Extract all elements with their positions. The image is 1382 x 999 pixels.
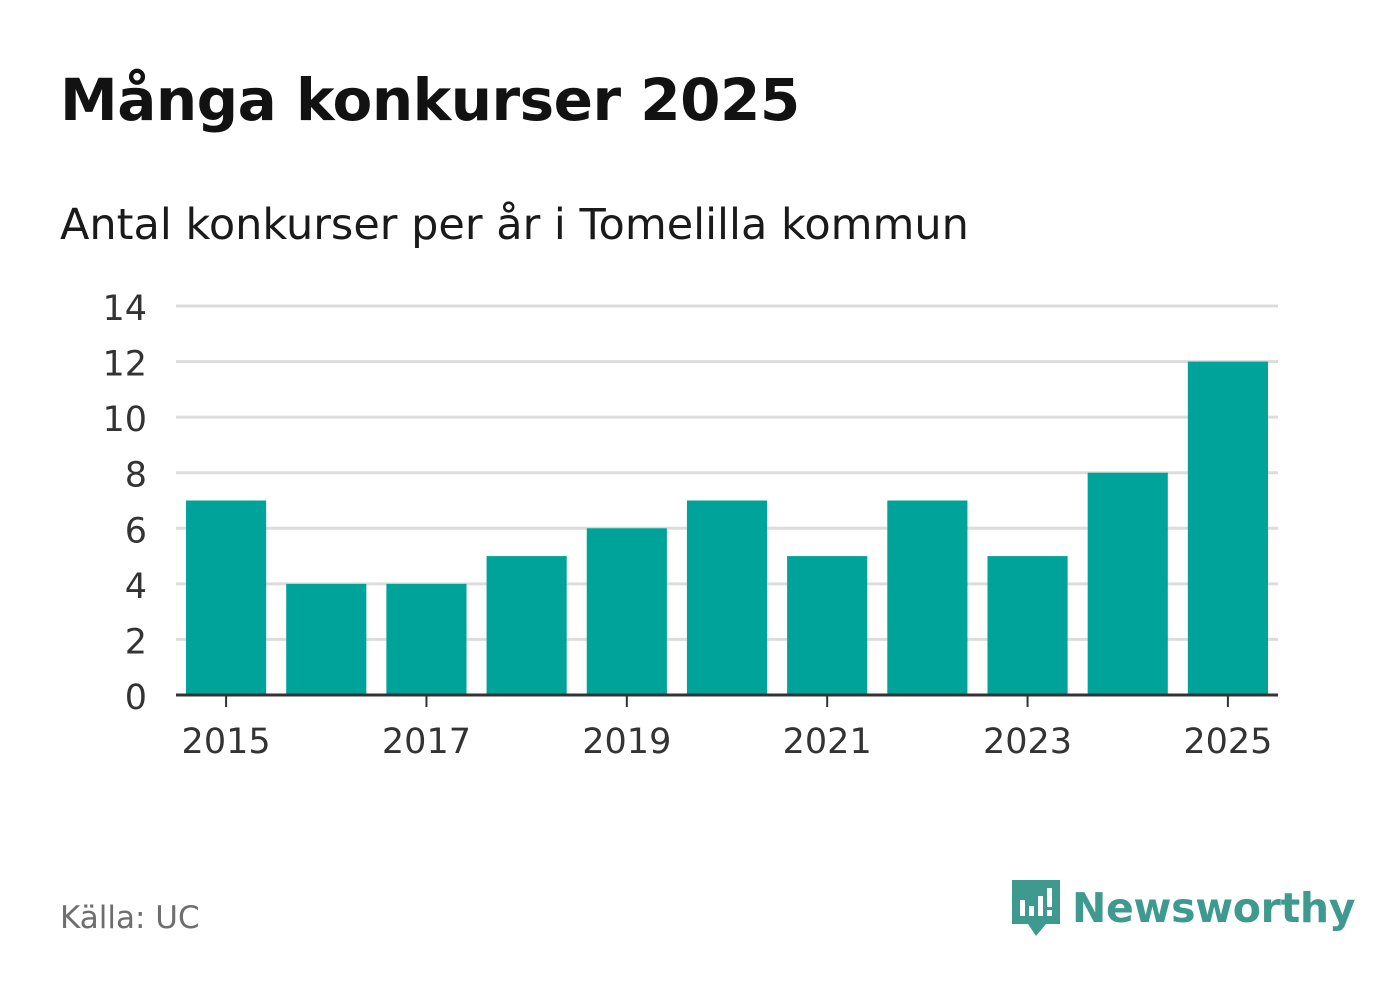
- y-tick-label: 6: [125, 511, 147, 551]
- bar-2024: [1087, 472, 1168, 695]
- source-note: Källa: UC: [60, 900, 200, 936]
- bar-chart: 0 2 4 6 8 10 12 14 2015 2017 2019 2021 2023 2025: [102, 289, 1278, 762]
- x-tick-label: 2017: [382, 722, 471, 762]
- brand-name: Newsworthy: [1072, 884, 1356, 932]
- x-tick-label: 2025: [1183, 722, 1272, 762]
- x-tick-label: 2019: [582, 722, 671, 762]
- y-tick-label: 12: [102, 345, 147, 385]
- y-tick-label: 10: [102, 400, 147, 440]
- y-tick-label: 14: [102, 289, 147, 329]
- x-tick-label: 2021: [783, 722, 872, 762]
- x-tick-label: 2015: [182, 722, 271, 762]
- y-tick-label: 4: [125, 567, 147, 607]
- bars: [186, 361, 1268, 695]
- y-tick-label: 2: [125, 622, 147, 662]
- x-tick-label: 2023: [983, 722, 1072, 762]
- chart-subtitle: Antal konkurser per år i Tomelilla kommu…: [60, 200, 969, 250]
- bar-2019: [586, 528, 667, 695]
- y-tick-label: 8: [125, 456, 147, 496]
- y-tick-label: 0: [125, 678, 147, 718]
- x-axis: 2015 2017 2019 2021 2023 2025: [176, 693, 1278, 762]
- bar-2025: [1187, 361, 1268, 695]
- y-axis-tick-labels: 0 2 4 6 8 10 12 14: [102, 289, 147, 718]
- brand-logo: Newsworthy: [1010, 878, 1355, 938]
- bar-2016: [286, 583, 367, 695]
- bar-2021: [787, 556, 868, 695]
- bar-2022: [887, 500, 968, 695]
- bar-2017: [386, 583, 467, 695]
- bar-2018: [486, 556, 567, 695]
- bar-2015: [186, 500, 267, 695]
- newsworthy-logo-icon: [1012, 880, 1060, 936]
- bar-2020: [686, 500, 768, 695]
- bar-2023: [987, 556, 1068, 695]
- chart-title: Många konkurser 2025: [60, 66, 800, 134]
